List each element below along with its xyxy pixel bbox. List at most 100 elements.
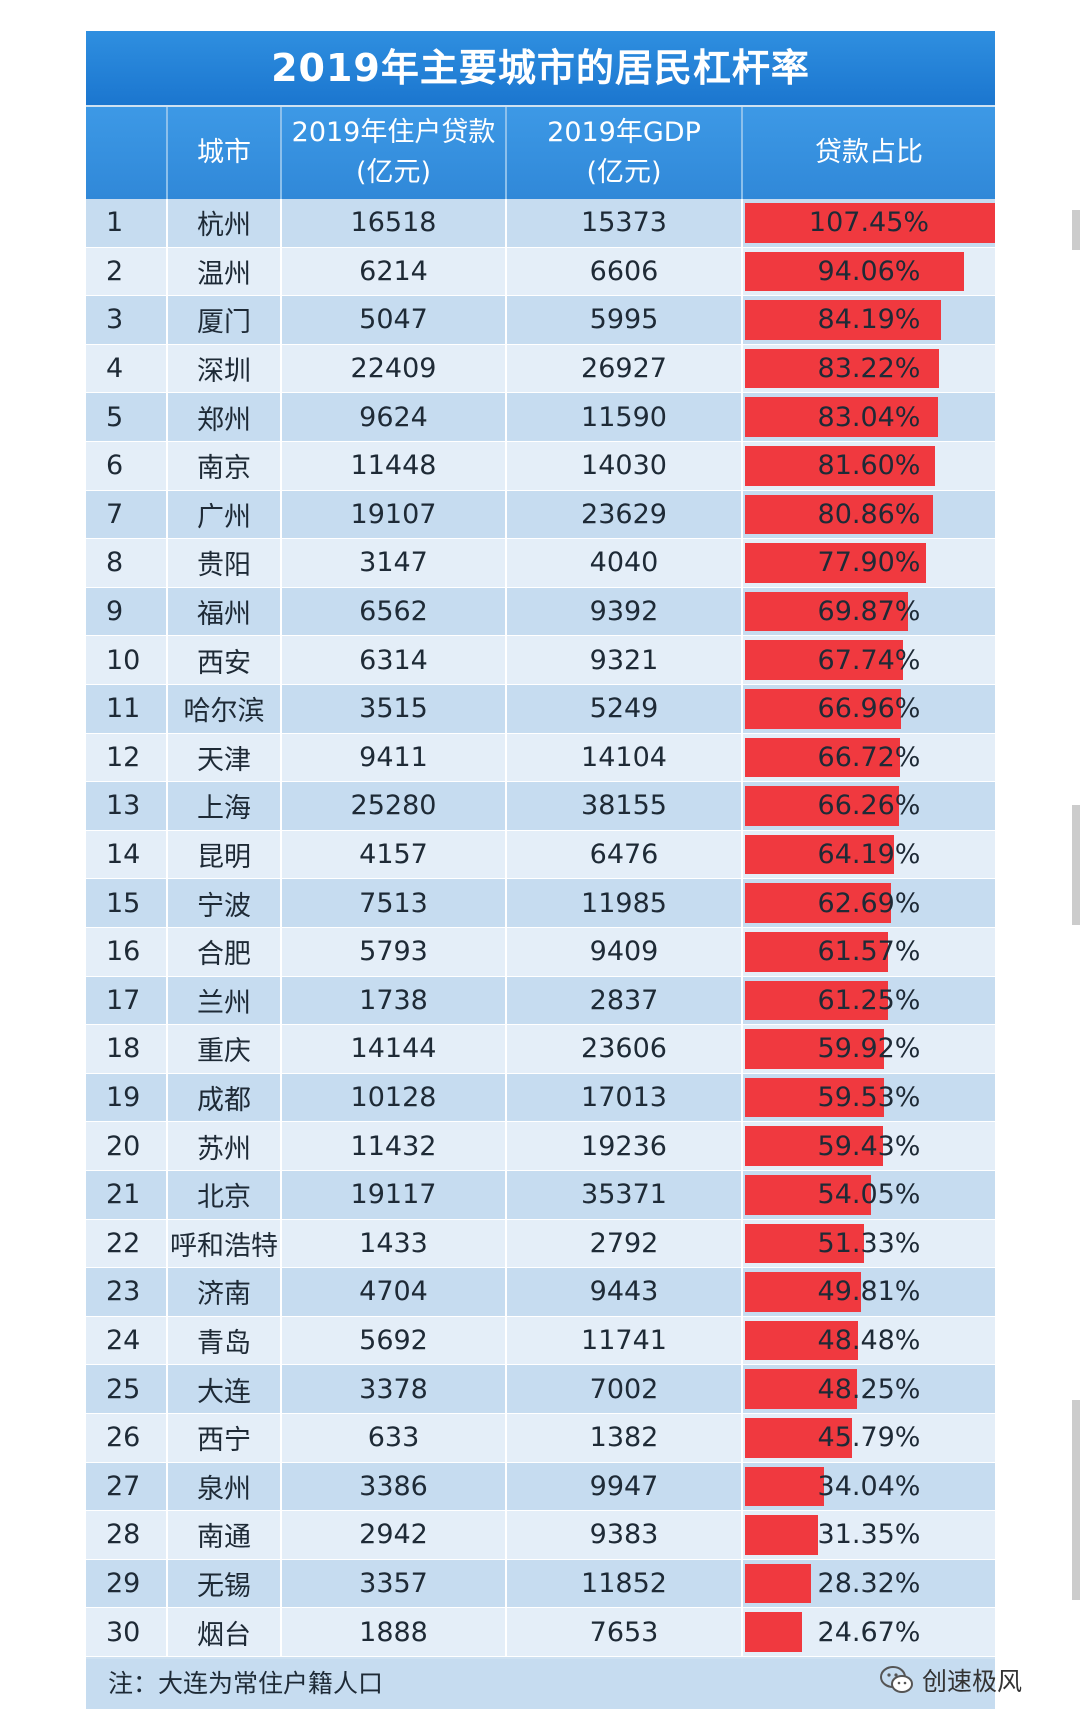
table-row: 11 哈尔滨 3515 5249 66.96%: [86, 685, 995, 734]
edge-mark: [1072, 805, 1080, 925]
ratio-cell: 66.96%: [743, 685, 995, 733]
gdp-cell: 4040: [507, 539, 743, 587]
city-cell: 上海: [168, 782, 282, 830]
table-row: 29 无锡 3357 11852 28.32%: [86, 1559, 995, 1609]
wechat-icon: [880, 1666, 913, 1693]
ratio-label: 31.35%: [817, 1519, 921, 1551]
ratio-label: 81.60%: [817, 450, 921, 482]
ratio-label: 77.90%: [817, 547, 921, 579]
ratio-bar: [745, 1126, 884, 1166]
ratio-cell: 54.05%: [743, 1171, 995, 1219]
loan-cell: 6562: [282, 587, 507, 636]
rank-cell: 13: [86, 782, 168, 830]
header-loan-unit: (亿元): [355, 157, 432, 188]
ratio-cell: 69.87%: [743, 588, 995, 636]
ratio-label: 51.33%: [817, 1227, 921, 1259]
header-ratio: 贷款占比: [815, 137, 923, 168]
table-row: 9 福州 6562 9392 69.87%: [86, 587, 995, 637]
gdp-cell: 14104: [507, 733, 743, 782]
ratio-cell: 80.86%: [743, 491, 995, 539]
loan-cell: 6314: [282, 636, 507, 684]
ratio-cell: 62.69%: [743, 879, 995, 927]
ratio-label: 66.96%: [817, 693, 921, 725]
gdp-cell: 9409: [507, 928, 743, 976]
city-cell: 深圳: [168, 344, 282, 393]
rank-cell: 23: [86, 1268, 168, 1316]
rank-cell: 1: [86, 199, 168, 247]
ratio-bar: [745, 1223, 865, 1264]
rank-cell: 4: [86, 344, 168, 393]
table-row: 18 重庆 14144 23606 59.92%: [86, 1025, 995, 1074]
table-row: 25 大连 3378 7002 48.25%: [86, 1365, 995, 1414]
ratio-bar: [745, 1515, 818, 1555]
rank-cell: 17: [86, 976, 168, 1025]
city-cell: 昆明: [168, 830, 282, 879]
ratio-label: 54.05%: [817, 1179, 921, 1211]
ratio-bar: [745, 1563, 811, 1604]
ratio-cell: 83.22%: [743, 345, 995, 393]
ratio-cell: 48.48%: [743, 1317, 995, 1365]
ratio-bar: [745, 1272, 861, 1312]
ratio-cell: 45.79%: [743, 1414, 995, 1462]
city-cell: 郑州: [168, 393, 282, 441]
table-row: 8 贵阳 3147 4040 77.90%: [86, 539, 995, 588]
ratio-cell: 81.60%: [743, 442, 995, 490]
ratio-label: 66.26%: [817, 790, 921, 822]
ratio-bar: [745, 932, 889, 972]
ratio-bar: [745, 980, 888, 1021]
watermark-label: 创速极风: [922, 1667, 1023, 1696]
rank-cell: 24: [86, 1316, 168, 1365]
table-row: 4 深圳 22409 26927 83.22%: [86, 344, 995, 394]
city-cell: 烟台: [168, 1608, 282, 1656]
table-title: 2019年主要城市的居民杠杆率: [86, 31, 995, 105]
ratio-bar: [745, 1175, 871, 1215]
gdp-cell: 11590: [507, 393, 743, 441]
gdp-cell: 2792: [507, 1219, 743, 1268]
table-row: 14 昆明 4157 6476 64.19%: [86, 830, 995, 880]
city-cell: 天津: [168, 733, 282, 782]
table-row: 5 郑州 9624 11590 83.04%: [86, 393, 995, 442]
ratio-label: 83.22%: [817, 353, 921, 385]
ratio-cell: 94.06%: [743, 248, 995, 296]
gdp-cell: 23629: [507, 490, 743, 539]
ratio-bar: [745, 1418, 852, 1458]
rank-cell: 16: [86, 928, 168, 976]
header-loan: 2019年住户贷款 (亿元): [282, 107, 507, 199]
rank-cell: 15: [86, 879, 168, 927]
gdp-cell: 9383: [507, 1511, 743, 1559]
table-row: 24 青岛 5692 11741 48.48%: [86, 1316, 995, 1366]
rank-cell: 2: [86, 247, 168, 296]
ratio-bar: [745, 786, 900, 826]
city-cell: 哈尔滨: [168, 685, 282, 733]
rank-cell: 14: [86, 830, 168, 879]
loan-cell: 11448: [282, 442, 507, 490]
ratio-label: 59.53%: [817, 1082, 921, 1114]
rank-cell: 28: [86, 1511, 168, 1559]
gdp-cell: 2837: [507, 976, 743, 1025]
ratio-label: 69.87%: [817, 596, 921, 628]
city-cell: 北京: [168, 1171, 282, 1219]
loan-cell: 1888: [282, 1608, 507, 1656]
ratio-label: 66.72%: [817, 741, 921, 773]
table-row: 2 温州 6214 6606 94.06%: [86, 247, 995, 297]
ratio-label: 61.25%: [817, 984, 921, 1016]
table-row: 22 呼和浩特 1433 2792 51.33%: [86, 1219, 995, 1269]
loan-cell: 19107: [282, 490, 507, 539]
gdp-cell: 19236: [507, 1122, 743, 1170]
city-cell: 大连: [168, 1365, 282, 1413]
gdp-cell: 5249: [507, 685, 743, 733]
ratio-label: 59.43%: [817, 1130, 921, 1162]
table-row: 16 合肥 5793 9409 61.57%: [86, 928, 995, 977]
city-cell: 厦门: [168, 296, 282, 344]
city-cell: 广州: [168, 490, 282, 539]
gdp-cell: 35371: [507, 1171, 743, 1219]
ratio-label: 83.04%: [817, 401, 921, 433]
ratio-cell: 84.19%: [743, 296, 995, 344]
loan-cell: 7513: [282, 879, 507, 927]
gdp-cell: 7002: [507, 1365, 743, 1413]
gdp-cell: 15373: [507, 199, 743, 247]
ratio-bar: [745, 348, 939, 389]
ratio-bar: [745, 883, 891, 923]
gdp-cell: 6606: [507, 247, 743, 296]
gdp-cell: 26927: [507, 344, 743, 393]
